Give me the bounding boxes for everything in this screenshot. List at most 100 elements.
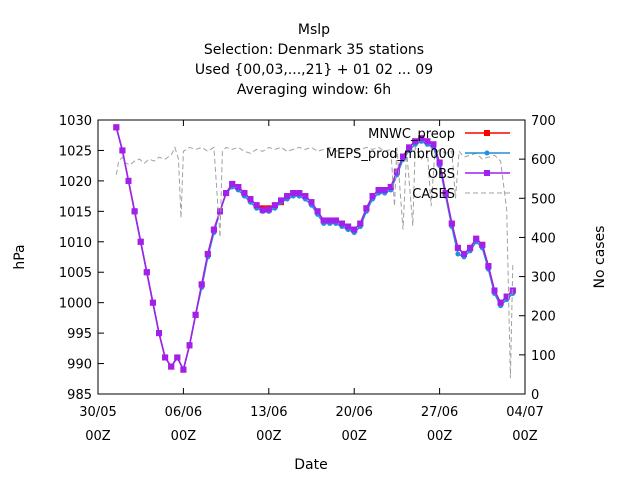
x-tick-label-date: 30/05 [79,405,116,420]
data-point [302,193,309,200]
data-point [247,196,254,203]
y2-tick-label: 300 [531,271,556,286]
y2-tick-label: 0 [531,388,539,403]
x-tick-label-hour: 00Z [512,429,538,444]
data-point [198,281,205,288]
data-point [314,208,321,215]
legend-entry: OBS [428,167,510,182]
x-tick-label-hour: 00Z [341,429,367,444]
legend-entry: MEPS_prod_mbr000 [326,147,510,162]
data-point [503,293,510,300]
legend-label: OBS [428,167,455,182]
data-point [119,147,126,154]
data-point [387,183,394,190]
legend-label: MEPS_prod_mbr000 [326,147,455,162]
data-point [473,235,480,242]
y-tick-label: 1000 [59,297,92,312]
data-point [448,220,455,227]
x-tick-label-date: 04/07 [506,405,543,420]
legend: MNWC_preop MEPS_prod_mbr000 OBS CASES [326,127,510,202]
y2-tick-label: 600 [531,153,556,168]
series-line [115,127,514,372]
data-point [345,223,352,230]
data-point [357,220,364,227]
data-point [442,190,449,197]
series-cases [115,145,514,379]
x-tick-label-hour: 00Z [85,429,111,444]
data-point [223,190,230,197]
data-point [210,226,217,233]
legend-label: CASES [412,187,455,202]
data-point [455,251,461,257]
legend-swatch-marker [484,130,490,136]
x-tick-label-date: 06/06 [165,405,202,420]
data-point [406,144,413,151]
y-tick-label: 1030 [59,114,92,129]
plot-frame [97,119,526,395]
y-tick-label: 985 [67,388,92,403]
data-point [156,330,162,337]
series-obs [113,124,516,373]
data-point [400,153,406,160]
data-point [412,138,419,145]
title-line-3: Used {00,03,...,21} + 01 02 ... 09 [195,62,433,78]
data-point [235,183,242,190]
data-point [393,168,400,175]
x-axis-label: Date [294,457,327,473]
data-point [174,354,181,361]
data-point [241,190,248,197]
data-point [424,138,431,145]
data-point [186,342,193,349]
legend-label: MNWC_preop [368,127,455,142]
data-point [162,354,169,361]
data-point [143,269,150,276]
data-point [454,244,461,251]
data-point [430,141,437,148]
data-point [363,205,370,212]
series-line [115,145,514,379]
data-point [284,193,291,200]
data-point [137,238,144,245]
legend-swatch-marker [484,150,490,156]
y2-tick-label: 200 [531,310,556,325]
data-point [131,208,138,215]
data-point [351,226,358,233]
y2-tick-label: 700 [531,114,556,129]
title-line-2: Selection: Denmark 35 stations [204,42,424,58]
legend-swatch-marker [484,170,490,176]
data-point [375,187,382,194]
data-point [369,193,376,200]
y-tick-label: 1005 [59,266,92,281]
data-point [485,263,492,270]
y-axis-label: hPa [12,244,28,269]
legend-entry: MNWC_preop [368,127,510,142]
y-tick-label: 1025 [59,144,92,159]
series-line [115,127,514,372]
y-tick-label: 1020 [59,175,92,190]
data-point [278,197,284,204]
data-point [192,311,199,318]
data-point [149,299,156,306]
data-point [339,220,345,227]
data-point [461,250,467,257]
y2-tick-label: 100 [531,349,556,364]
x-tick-label-hour: 00Z [171,429,197,444]
data-point [113,124,120,131]
data-point [296,190,303,197]
y2-tick-label: 400 [531,231,556,246]
data-point [467,244,474,251]
data-point [125,177,132,184]
data-point [509,287,516,294]
title-line-4: Averaging window: 6h [237,82,391,98]
series-line [115,127,514,372]
y-tick-label: 1015 [59,205,92,220]
data-point [497,299,504,306]
data-point [168,363,175,370]
data-point [217,208,223,215]
data-point [491,287,498,294]
data-point [180,366,187,373]
data-point [381,187,388,194]
y-tick-label: 990 [67,358,92,373]
data-point [418,135,425,142]
